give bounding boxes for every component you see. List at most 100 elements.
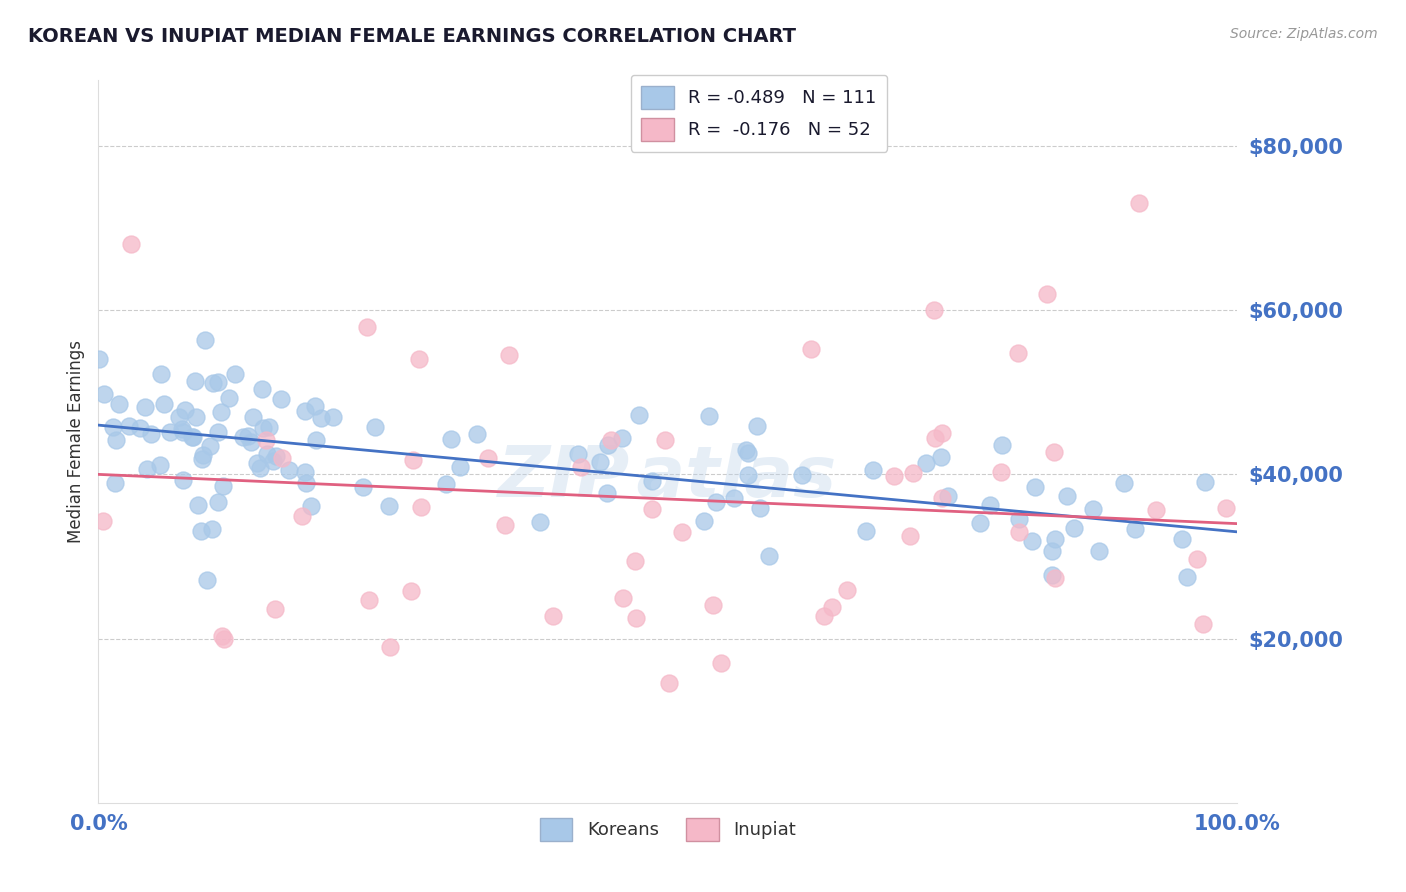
Point <box>991 438 1014 452</box>
Point <box>252 421 274 435</box>
Point <box>1056 489 1078 503</box>
Point <box>187 499 209 513</box>
Point <box>1123 523 1146 537</box>
Point <box>862 463 884 477</box>
Point <box>411 500 433 515</box>
Point <box>737 467 759 482</box>
Point <box>924 431 946 445</box>
Point <box>883 469 905 483</box>
Point <box>624 611 647 625</box>
Point <box>628 408 651 422</box>
Point <box>242 409 264 424</box>
Point <box>440 432 463 446</box>
Point <box>104 475 127 490</box>
Text: ZIP atlas: ZIP atlas <box>498 443 838 512</box>
Point <box>136 462 159 476</box>
Point <box>201 376 224 390</box>
Point <box>232 430 254 444</box>
Point <box>938 489 960 503</box>
Point <box>929 450 952 464</box>
Point <box>256 447 278 461</box>
Point <box>184 410 207 425</box>
Point <box>737 446 759 460</box>
Point <box>1175 570 1198 584</box>
Point <box>91 514 114 528</box>
Point <box>990 465 1012 479</box>
Point <box>191 448 214 462</box>
Point <box>434 476 457 491</box>
Point <box>931 491 953 506</box>
Point <box>813 609 835 624</box>
Point <box>1021 533 1043 548</box>
Point <box>734 442 756 457</box>
Point <box>170 422 193 436</box>
Point <box>378 499 401 513</box>
Point <box>1128 196 1150 211</box>
Point <box>150 367 173 381</box>
Point <box>979 498 1001 512</box>
Point <box>153 397 176 411</box>
Point <box>309 411 332 425</box>
Point <box>190 451 212 466</box>
Text: KOREAN VS INUPIAT MEDIAN FEMALE EARNINGS CORRELATION CHART: KOREAN VS INUPIAT MEDIAN FEMALE EARNINGS… <box>28 27 796 45</box>
Y-axis label: Median Female Earnings: Median Female Earnings <box>66 340 84 543</box>
Point <box>103 420 125 434</box>
Point <box>93 387 115 401</box>
Point <box>212 632 235 646</box>
Point <box>1024 480 1046 494</box>
Point <box>477 451 499 466</box>
Point <box>270 451 292 466</box>
Point <box>1171 532 1194 546</box>
Point <box>610 431 633 445</box>
Point <box>270 392 292 407</box>
Point <box>294 476 316 491</box>
Point <box>108 397 131 411</box>
Point <box>148 458 170 472</box>
Point <box>567 447 589 461</box>
Point <box>449 459 471 474</box>
Point <box>194 333 217 347</box>
Point <box>1194 475 1216 489</box>
Point <box>1081 501 1104 516</box>
Point <box>211 629 233 643</box>
Point <box>291 509 314 524</box>
Point <box>408 351 430 366</box>
Point <box>167 409 190 424</box>
Point <box>134 400 156 414</box>
Point <box>702 598 724 612</box>
Point <box>1191 616 1213 631</box>
Point <box>172 425 194 439</box>
Point <box>181 429 204 443</box>
Point <box>120 237 142 252</box>
Point <box>363 420 385 434</box>
Point <box>359 593 381 607</box>
Point <box>87 351 110 366</box>
Point <box>201 522 224 536</box>
Point <box>252 382 274 396</box>
Point <box>356 319 378 334</box>
Point <box>931 425 953 440</box>
Point <box>898 529 921 543</box>
Point <box>612 591 634 605</box>
Point <box>1040 544 1063 558</box>
Point <box>264 602 287 616</box>
Point <box>654 433 676 447</box>
Point <box>1007 345 1029 359</box>
Point <box>837 582 859 597</box>
Point <box>709 657 731 671</box>
Point <box>641 502 664 516</box>
Point <box>640 474 662 488</box>
Point <box>855 524 877 538</box>
Point <box>821 599 844 614</box>
Point <box>1036 286 1059 301</box>
Legend: Koreans, Inupiat: Koreans, Inupiat <box>533 810 803 848</box>
Point <box>212 479 235 493</box>
Point <box>924 303 946 318</box>
Point <box>207 375 229 389</box>
Text: Source: ZipAtlas.com: Source: ZipAtlas.com <box>1230 27 1378 41</box>
Point <box>596 438 619 452</box>
Point <box>969 516 991 531</box>
Point <box>378 640 401 654</box>
Point <box>1008 512 1031 526</box>
Point <box>218 392 240 406</box>
